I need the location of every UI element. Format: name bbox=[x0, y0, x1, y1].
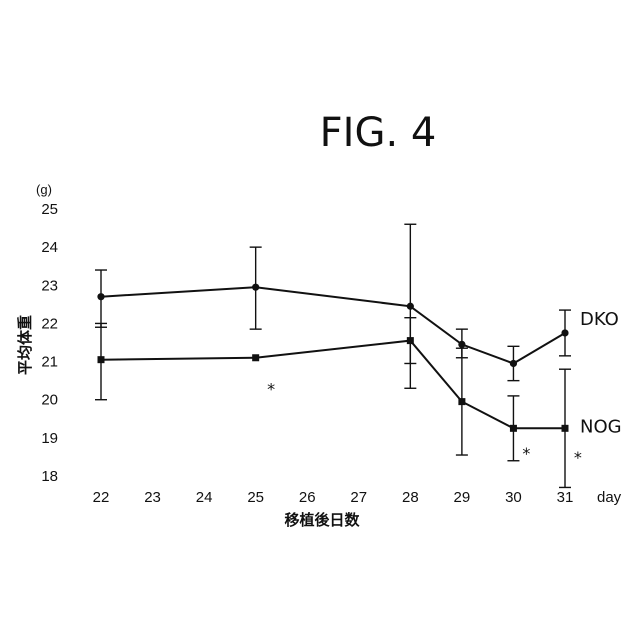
significance-star: * bbox=[522, 444, 530, 463]
x-tick-label: 27 bbox=[350, 489, 367, 506]
y-tick-label: 22 bbox=[41, 315, 58, 332]
y-tick-label: 25 bbox=[41, 201, 58, 218]
nog-data-point bbox=[407, 337, 414, 344]
y-axis-unit: (g) bbox=[36, 182, 52, 197]
dko-series-label: DKO bbox=[580, 309, 619, 330]
significance-markers: * * * bbox=[267, 379, 582, 467]
dko-data-point bbox=[510, 360, 517, 367]
dko-data-point bbox=[252, 284, 259, 291]
significance-star: * bbox=[574, 448, 582, 467]
figure-label: FIG. 4 bbox=[320, 110, 437, 156]
y-tick-label: 20 bbox=[41, 392, 58, 409]
x-tick-label: 25 bbox=[247, 489, 264, 506]
x-tick-label: 23 bbox=[144, 489, 161, 506]
error-bars bbox=[95, 224, 571, 487]
nog-series-line bbox=[101, 341, 565, 429]
dko-data-point bbox=[561, 329, 568, 336]
nog-data-point bbox=[562, 425, 569, 432]
x-tick-label: 29 bbox=[454, 489, 471, 506]
x-tick-label: 26 bbox=[299, 489, 316, 506]
x-tick-label: 28 bbox=[402, 489, 419, 506]
x-tick-label: 30 bbox=[505, 489, 522, 506]
significance-star: * bbox=[267, 379, 275, 398]
y-axis-label: 平均体重 bbox=[16, 315, 34, 375]
y-tick-label: 21 bbox=[41, 354, 58, 371]
x-axis-unit: day bbox=[597, 489, 622, 506]
nog-series-label: NOG bbox=[580, 416, 622, 437]
series-labels: DKO NOG bbox=[580, 309, 622, 437]
y-tick-label: 18 bbox=[41, 468, 58, 485]
nog-data-point bbox=[458, 398, 465, 405]
dko-data-point bbox=[407, 303, 414, 310]
nog-data-point bbox=[510, 425, 517, 432]
nog-data-point bbox=[252, 354, 259, 361]
y-tick-label: 19 bbox=[41, 430, 58, 447]
dko-data-point bbox=[97, 293, 104, 300]
series-lines bbox=[101, 287, 565, 428]
dko-data-point bbox=[458, 341, 465, 348]
y-tick-label: 24 bbox=[41, 239, 58, 256]
dko-series-line bbox=[101, 287, 565, 363]
y-tick-labels: 18 19 20 21 22 23 24 25 bbox=[41, 201, 58, 485]
nog-data-point bbox=[98, 356, 105, 363]
x-tick-label: 22 bbox=[93, 489, 110, 506]
x-tick-label: 24 bbox=[196, 489, 213, 506]
x-tick-labels: 22 23 24 25 26 27 28 29 30 31 bbox=[93, 489, 574, 506]
x-tick-label: 31 bbox=[557, 489, 574, 506]
x-axis-label: 移植後日数 bbox=[284, 511, 360, 529]
y-tick-label: 23 bbox=[41, 277, 58, 294]
